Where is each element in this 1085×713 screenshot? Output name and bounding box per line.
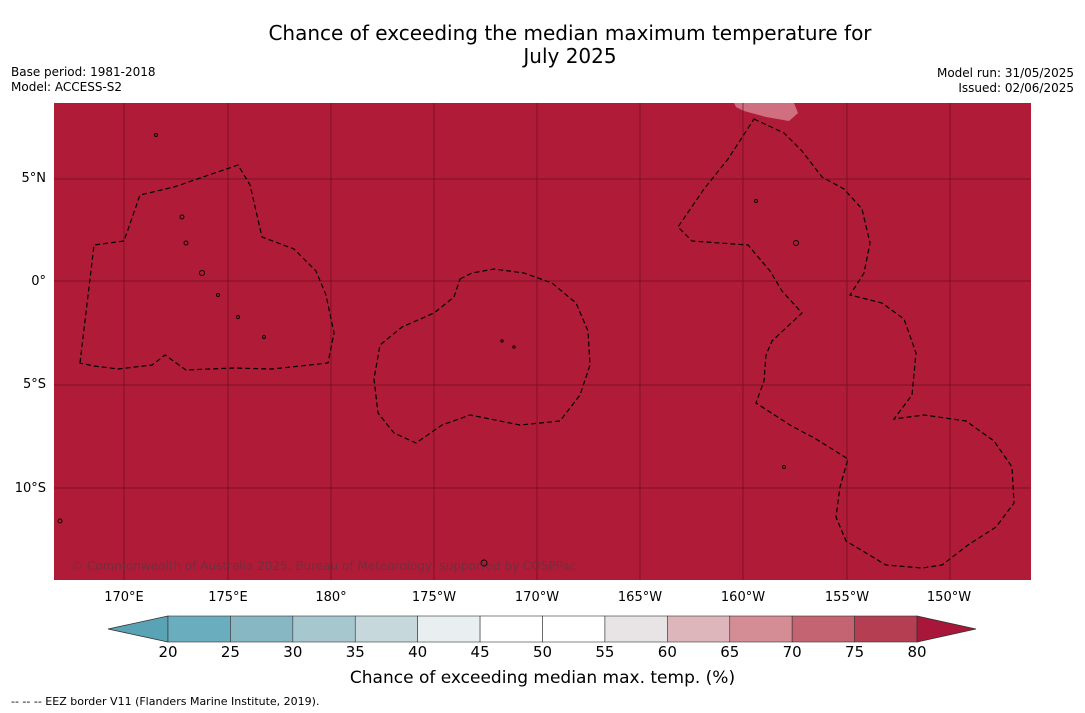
lat-label-5s: 5°S [22,377,46,392]
issued-date: Issued: 02/06/2025 [958,81,1074,95]
colorbar-segment [604,615,668,643]
colorbar-under-arrow [107,615,169,643]
colorbar-tick-label: 45 [470,643,490,661]
meta-left: Base period: 1981-2018 Model: ACCESS-S2 [11,65,156,95]
lon-label-180: 180° [315,590,347,605]
colorbar-segment [667,615,731,643]
lon-label-170w: 170°W [514,590,560,605]
colorbar-tick-label: 35 [345,643,365,661]
lon-label-175w: 175°W [411,590,457,605]
colorbar-tick-label: 70 [782,643,802,661]
title-line-2: July 2025 [523,44,617,68]
map-svg [54,103,1031,580]
colorbar-tick-label: 65 [720,643,740,661]
islands [57,133,799,567]
colorbar-over-arrow [916,615,977,643]
colorbar-tick-label: 40 [408,643,428,661]
eez-east [677,118,1015,569]
colorbar-segment [729,615,793,643]
colorbar-tick-label: 80 [907,643,927,661]
colorbar-segment [230,615,294,643]
lon-label-170e: 170°E [104,590,144,605]
graticule [54,103,1031,580]
chart-title: Chance of exceeding the median maximum t… [170,22,970,68]
colorbar-segment [854,615,918,643]
probability-fill [54,103,1031,580]
colorbar-segment [417,615,481,643]
colorbar-tick-label: 75 [845,643,865,661]
colorbar-tick-label: 55 [595,643,615,661]
base-period: Base period: 1981-2018 [11,65,156,79]
eez-borders [79,118,1015,569]
map-panel[interactable] [54,103,1031,580]
colorbar-tick-label: 20 [158,643,178,661]
colorbar-segment [354,615,418,643]
colorbar-segment [479,615,543,643]
lower-probability-patch [734,103,798,121]
copyright-text: © Commonwealth of Australia 2025, Bureau… [71,559,577,573]
footnote-eez: -- -- -- EEZ border V11 (Flanders Marine… [11,695,320,708]
colorbar-tick-label: 25 [220,643,240,661]
title-line-1: Chance of exceeding the median maximum t… [268,21,872,45]
eez-central [373,268,591,444]
colorbar [107,614,979,644]
colorbar-segments [167,615,918,643]
lon-label-165w: 165°W [617,590,663,605]
colorbar-segment [791,615,855,643]
lon-label-160w: 160°W [720,590,766,605]
lat-label-5n: 5°N [21,171,47,186]
colorbar-segment [542,615,606,643]
model-name: Model: ACCESS-S2 [11,80,123,94]
colorbar-tick-label: 30 [283,643,303,661]
colorbar-tick-label: 60 [657,643,677,661]
lon-label-150w: 150°W [926,590,972,605]
lat-label-0: 0° [31,274,46,289]
lon-label-175e: 175°E [208,590,248,605]
colorbar-segment [292,615,356,643]
colorbar-segment [167,615,231,643]
lon-label-155w: 155°W [824,590,870,605]
colorbar-tick-label: 50 [532,643,553,661]
meta-right: Model run: 31/05/2025 Issued: 02/06/2025 [937,66,1074,96]
colorbar-label: Chance of exceeding median max. temp. (%… [349,668,736,688]
model-run: Model run: 31/05/2025 [936,66,1074,80]
colorbar-svg [107,615,977,643]
eez-west [79,164,335,371]
lat-label-10s: 10°S [14,481,46,496]
